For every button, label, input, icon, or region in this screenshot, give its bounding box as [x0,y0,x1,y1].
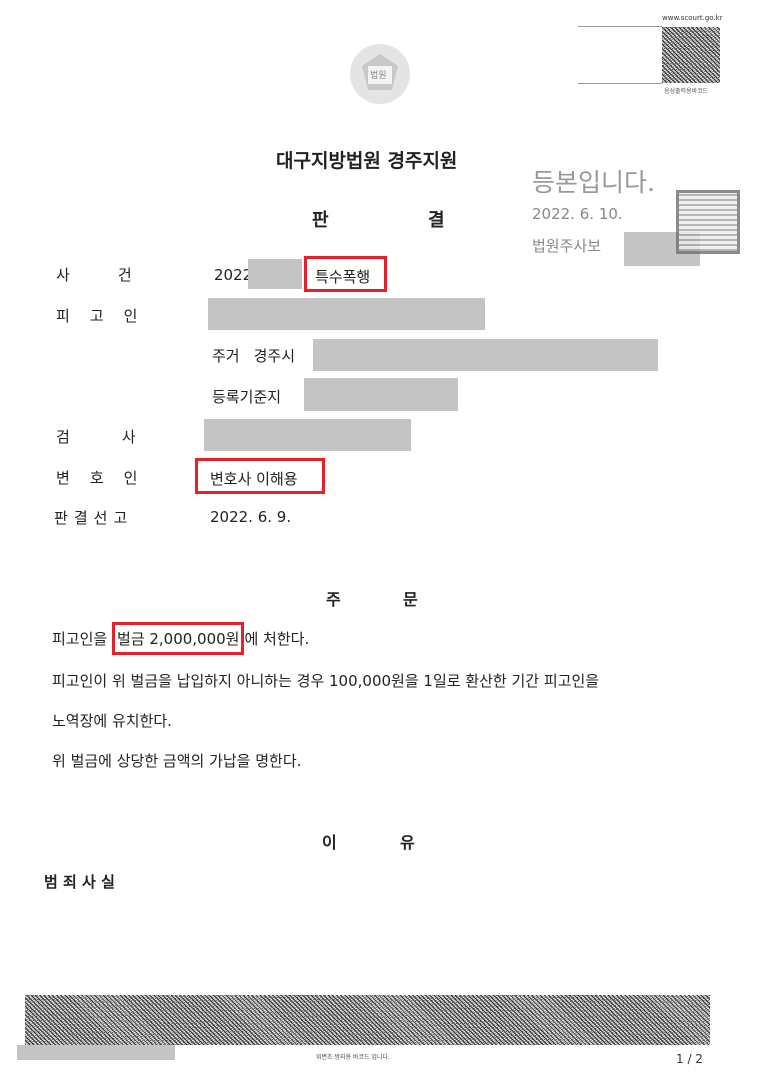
cert-date: 2022. 6. 10. [532,205,623,223]
redacted-address [313,339,658,371]
redacted-case-number [248,259,302,289]
case-year: 2022 [214,266,253,284]
certified-copy-stamp: 등본입니다. [532,168,655,197]
address-label: 주거 경주시 [212,347,296,365]
fine-amount: 벌금 2,000,000원 [111,622,245,655]
order-line-2: 피고인이 위 벌금을 납입하지 아니하는 경우 100,000원을 1일로 환산… [52,672,600,690]
case-name: 특수폭행 [304,256,387,292]
redacted-footer [17,1045,175,1060]
emblem-text: 법원 [370,71,387,81]
court-seal-icon [676,190,740,254]
anti-forgery-barcode [25,995,710,1045]
court-emblem-icon: 법원 [348,36,412,108]
redacted-defendant-name [208,298,485,330]
court-url: www.scourt.go.kr [662,14,723,22]
clerk-title: 법원주사보 [532,237,602,255]
order-line-4: 위 벌금에 상당한 금액의 가납을 명한다. [52,752,302,770]
doc-title-2: 결 [428,210,445,231]
sentence-date: 2022. 6. 9. [210,508,292,526]
order-title-2: 문 [403,590,418,609]
footer-barcode-caption: 위변조 방지용 바코드 입니다. [316,1054,390,1061]
counsel-name: 변호사 이해용 [195,458,325,494]
page-number: 1 / 2 [676,1052,703,1066]
redacted-registry [304,378,458,411]
reason-title-2: 유 [400,833,415,852]
header-line [578,26,662,27]
2d-barcode [662,27,720,83]
header-line [578,83,662,84]
order-line-3: 노역장에 유치한다. [52,712,172,730]
facts-heading: 범 죄 사 실 [44,873,115,891]
redacted-prosecutor [204,419,411,451]
court-name: 대구지방법원 경주지원 [276,150,458,172]
doc-title-1: 판 [312,210,329,231]
barcode-caption: 음성출력용바코드 [664,88,709,95]
order-title-1: 주 [326,590,341,609]
order-line-1: 피고인을 벌금 2,000,000원 에 처한다. [52,622,309,655]
registry-label: 등록기준지 [212,388,282,406]
reason-title-1: 이 [322,833,337,852]
